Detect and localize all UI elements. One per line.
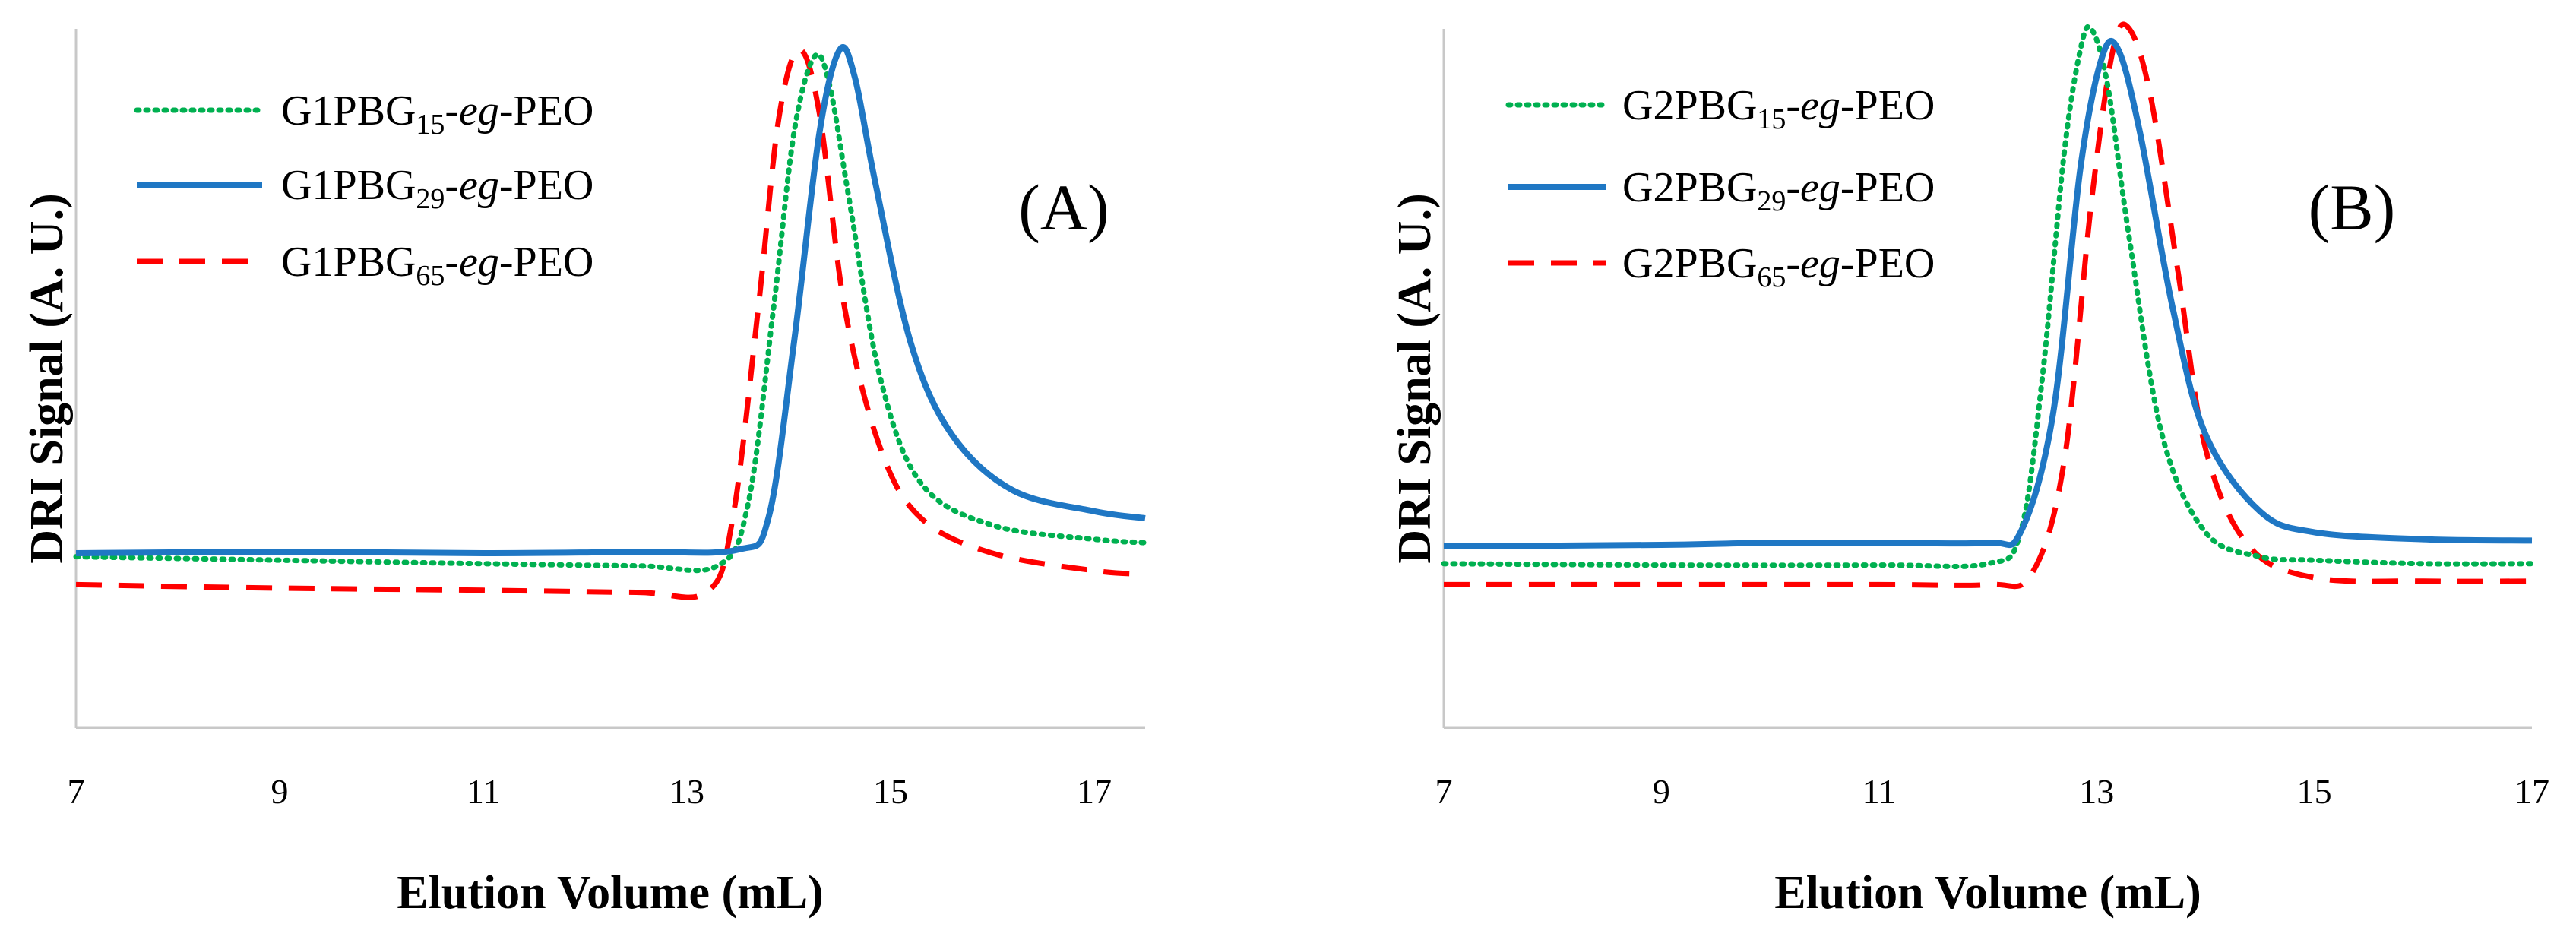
- panel-b-series-line-1: [1441, 24, 2535, 569]
- panel-a-legend-italic-1: eg: [459, 87, 499, 134]
- panel-b-legend-item-1: G2PBG15-eg-PEO: [1505, 82, 1935, 135]
- panel-b-legend-suffix-3: -PEO: [1840, 240, 1935, 287]
- panel-a-x-axis-title: Elution Volume (mL): [397, 867, 824, 919]
- panel-a-legend-sub-2: 29: [416, 183, 445, 215]
- panel-a-series-group: [73, 43, 1148, 600]
- panel-b-legend-italic-2: eg: [1800, 164, 1840, 211]
- panel-b: 7 9 11 13 15 17 Elution Volume (mL) DRI Signa…: [1389, 21, 2550, 919]
- panel-a-y-axis-title: DRI Signal (A. U.): [21, 193, 73, 563]
- panel-b-legend: G2PBG15-eg-PEO G2PBG29-eg-PEO G2PBG65-eg…: [1505, 82, 1935, 293]
- svg-text:G1PBG65-eg-PEO: G1PBG65-eg-PEO: [281, 239, 593, 292]
- panel-a-legend-suffix-3: -PEO: [499, 239, 593, 286]
- panel-a-legend-prefix-1: G1PBG: [281, 87, 416, 134]
- svg-text:G1PBG29-eg-PEO: G1PBG29-eg-PEO: [281, 162, 593, 215]
- svg-text:G2PBG65-eg-PEO: G2PBG65-eg-PEO: [1622, 240, 1935, 293]
- panel-b-legend-suffix-1: -PEO: [1840, 82, 1935, 129]
- panel-a-series-line-3: [75, 47, 1146, 600]
- panel-b-legend-suffix-2: -PEO: [1840, 164, 1935, 211]
- panel-a-legend-prefix-3: G1PBG: [281, 239, 416, 286]
- panel-b-legend-sub-1: 15: [1757, 103, 1786, 135]
- panel-a-legend-suffix-1: -PEO: [499, 87, 593, 134]
- panel-b-legend-italic-1: eg: [1800, 82, 1840, 129]
- panel-b-label: (B): [2309, 171, 2396, 244]
- panel-b-series-line-2: [1443, 38, 2533, 549]
- svg-text:G2PBG15-eg-PEO: G2PBG15-eg-PEO: [1622, 82, 1935, 135]
- panel-a-label: (A): [1018, 171, 1109, 244]
- panel-b-x-tick-label-4: 13: [2079, 772, 2114, 811]
- panel-b-x-tick-labels: 7 9 11 13 15 17: [1435, 772, 2550, 811]
- panel-b-legend-prefix-2: G2PBG: [1622, 164, 1757, 211]
- panel-a-x-tick-labels: 7 9 11 13 15 17: [68, 772, 1112, 811]
- panel-b-series-group: [1441, 21, 2535, 590]
- panel-b-legend-item-3: G2PBG65-eg-PEO: [1508, 240, 1935, 293]
- panel-a-x-tick-label-1: 7: [68, 772, 85, 811]
- panel-b-x-tick-label-2: 9: [1653, 772, 1670, 811]
- panel-a-legend-item-3: G1PBG65-eg-PEO: [137, 239, 593, 292]
- panel-a-x-tick-label-2: 9: [271, 772, 289, 811]
- panel-a-legend-italic-2: eg: [459, 162, 499, 209]
- panel-a-legend-suffix-2: -PEO: [499, 162, 593, 209]
- panel-a-legend-italic-3: eg: [459, 239, 499, 286]
- panel-a: 7 9 11 13 15 17 Elution Volume (mL) DRI Signa…: [21, 29, 1148, 919]
- panel-b-legend-item-2: G2PBG29-eg-PEO: [1508, 164, 1935, 217]
- panel-b-y-axis-title: DRI Signal (A. U.): [1389, 193, 1441, 563]
- panel-a-series-line-2: [75, 43, 1146, 556]
- panel-b-x-tick-label-5: 15: [2297, 772, 2332, 811]
- panel-a-legend-sub-1: 15: [416, 109, 445, 141]
- panel-b-legend-sub-2: 29: [1757, 185, 1786, 217]
- panel-b-x-axis-title: Elution Volume (mL): [1774, 867, 2201, 919]
- panel-b-x-tick-label-3: 11: [1862, 772, 1896, 811]
- panel-a-x-tick-label-3: 11: [467, 772, 500, 811]
- svg-text:G2PBG29-eg-PEO: G2PBG29-eg-PEO: [1622, 164, 1935, 217]
- panel-a-series-line-1: [73, 52, 1148, 574]
- panel-a-x-tick-label-5: 15: [873, 772, 908, 811]
- panel-b-legend-prefix-3: G2PBG: [1622, 240, 1757, 287]
- panel-b-legend-sub-3: 65: [1757, 261, 1786, 293]
- panel-b-x-tick-label-1: 7: [1435, 772, 1453, 811]
- panel-b-x-tick-label-6: 17: [2514, 772, 2549, 811]
- panel-a-legend-item-1: G1PBG15-eg-PEO: [134, 87, 593, 141]
- panel-a-x-tick-label-4: 13: [669, 772, 704, 811]
- panel-b-legend-italic-3: eg: [1800, 240, 1840, 287]
- panel-a-legend: G1PBG15-eg-PEO G1PBG29-eg-PEO G1PBG65-eg…: [134, 87, 593, 292]
- panel-a-legend-prefix-2: G1PBG: [281, 162, 416, 209]
- panel-a-legend-sub-3: 65: [416, 260, 445, 292]
- panel-a-x-tick-label-6: 17: [1077, 772, 1112, 811]
- panel-b-legend-prefix-1: G2PBG: [1622, 82, 1757, 129]
- panel-a-legend-item-2: G1PBG29-eg-PEO: [137, 162, 593, 215]
- svg-text:G1PBG15-eg-PEO: G1PBG15-eg-PEO: [281, 87, 593, 141]
- panel-b-series-line-3: [1444, 21, 2533, 590]
